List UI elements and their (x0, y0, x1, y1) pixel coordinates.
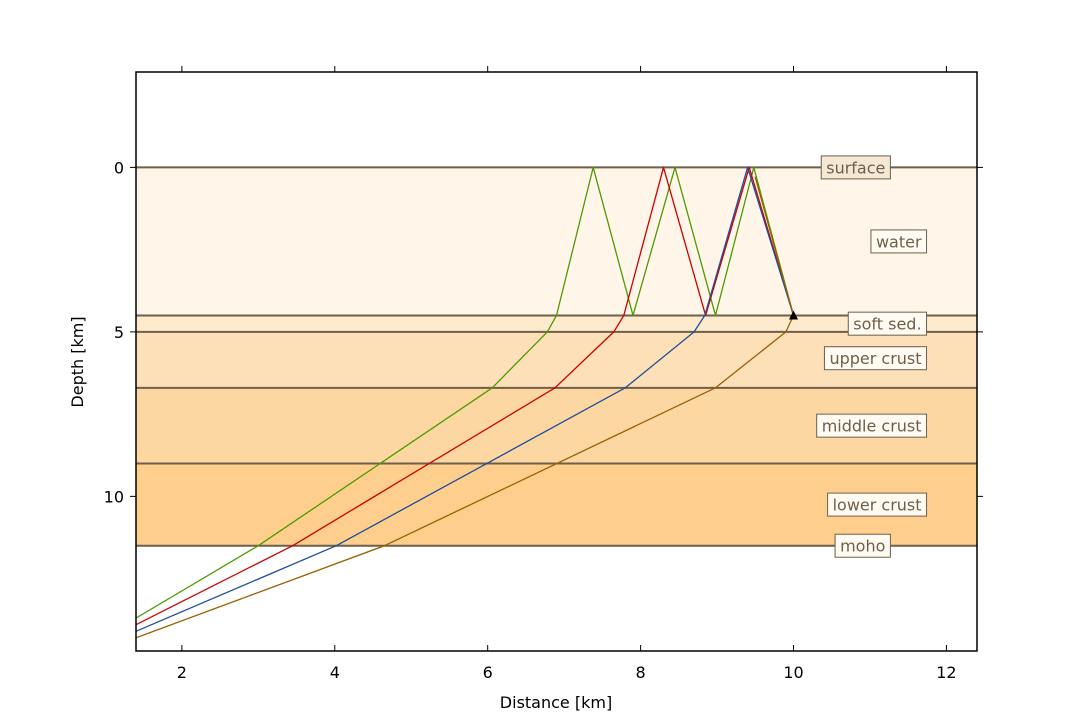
y-tick-label: 5 (114, 323, 124, 342)
svg-text:lower crust: lower crust (833, 496, 922, 515)
x-tick-label: 12 (936, 663, 956, 682)
station-marker (789, 310, 799, 320)
svg-text:water: water (876, 232, 922, 251)
x-tick-label: 10 (783, 663, 803, 682)
x-tick-label: 6 (483, 663, 493, 682)
y-tick-label: 0 (114, 158, 124, 177)
x-axis-label: Distance [km] (500, 693, 612, 712)
layer-label: water (870, 229, 928, 254)
x-tick-label: 8 (636, 663, 646, 682)
axis-ticks: 2 4 6 8 10 12 0 5 10 (104, 66, 983, 682)
x-tick-label: 4 (330, 663, 340, 682)
y-axis-label: Depth [km] (68, 316, 87, 407)
plot-frame (135, 71, 978, 652)
svg-text:surface: surface (826, 158, 885, 177)
ray-path (136, 166, 795, 619)
y-tick-label: 10 (104, 487, 124, 506)
layer-label: soft sed. (847, 311, 928, 336)
layer-label: surface (820, 155, 891, 180)
layer-label: middle crust (816, 413, 928, 438)
svg-text:moho: moho (840, 537, 885, 556)
ray-path (136, 166, 795, 632)
layer-label: lower crust (827, 492, 928, 517)
layer-label: upper crust (823, 346, 928, 371)
ray-path (136, 166, 795, 626)
layer-band (136, 167, 977, 316)
station-markers (789, 310, 799, 320)
svg-text:soft sed.: soft sed. (853, 315, 921, 334)
svg-text:middle crust: middle crust (822, 417, 922, 436)
ray-path (136, 176, 795, 639)
layer-labels: surface water soft sed. upper crust middle c… (816, 155, 928, 558)
layer-label: moho (834, 533, 891, 558)
layer-band (136, 315, 977, 332)
x-tick-label: 2 (177, 663, 187, 682)
svg-text:upper crust: upper crust (829, 349, 921, 368)
ray-paths (136, 166, 795, 639)
